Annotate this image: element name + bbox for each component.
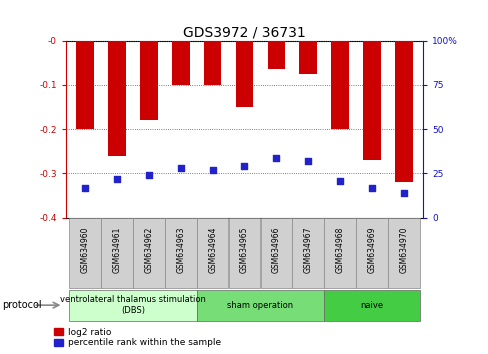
Point xyxy=(336,178,344,183)
Point xyxy=(399,190,407,196)
Text: GSM634968: GSM634968 xyxy=(335,226,344,273)
Bar xyxy=(267,41,285,69)
FancyBboxPatch shape xyxy=(69,290,196,321)
Point xyxy=(177,165,184,171)
FancyBboxPatch shape xyxy=(164,218,196,288)
FancyBboxPatch shape xyxy=(387,218,419,288)
Bar xyxy=(394,41,412,182)
FancyBboxPatch shape xyxy=(324,218,355,288)
FancyBboxPatch shape xyxy=(355,218,387,288)
FancyBboxPatch shape xyxy=(133,218,164,288)
Point xyxy=(113,176,121,182)
FancyBboxPatch shape xyxy=(196,290,324,321)
FancyBboxPatch shape xyxy=(324,290,419,321)
Text: GSM634962: GSM634962 xyxy=(144,226,153,273)
Bar xyxy=(140,41,157,120)
Text: GSM634970: GSM634970 xyxy=(399,226,407,273)
Bar xyxy=(299,41,316,74)
Text: GSM634961: GSM634961 xyxy=(112,226,121,273)
Text: GSM634960: GSM634960 xyxy=(81,226,89,273)
Title: GDS3972 / 36731: GDS3972 / 36731 xyxy=(183,25,305,40)
FancyBboxPatch shape xyxy=(69,218,101,288)
Point xyxy=(208,167,216,173)
Text: GSM634963: GSM634963 xyxy=(176,226,185,273)
Text: GSM634965: GSM634965 xyxy=(240,226,248,273)
Bar xyxy=(172,41,189,85)
Point xyxy=(272,155,280,160)
FancyBboxPatch shape xyxy=(101,218,133,288)
FancyBboxPatch shape xyxy=(228,218,260,288)
Point xyxy=(144,172,152,178)
Text: ventrolateral thalamus stimulation
(DBS): ventrolateral thalamus stimulation (DBS) xyxy=(60,296,205,315)
Text: protocol: protocol xyxy=(2,300,42,310)
Bar xyxy=(108,41,125,156)
Point xyxy=(81,185,89,190)
Text: GSM634966: GSM634966 xyxy=(271,226,280,273)
Bar xyxy=(235,41,253,107)
FancyBboxPatch shape xyxy=(260,218,291,288)
Bar xyxy=(76,41,94,129)
Text: GSM634964: GSM634964 xyxy=(208,226,217,273)
Text: sham operation: sham operation xyxy=(227,301,293,310)
Bar xyxy=(331,41,348,129)
FancyBboxPatch shape xyxy=(197,218,228,288)
Point xyxy=(367,185,375,190)
Bar xyxy=(363,41,380,160)
FancyBboxPatch shape xyxy=(292,218,324,288)
Bar xyxy=(203,41,221,85)
Legend: log2 ratio, percentile rank within the sample: log2 ratio, percentile rank within the s… xyxy=(53,327,222,348)
Text: GSM634969: GSM634969 xyxy=(367,226,376,273)
Point xyxy=(240,164,248,169)
Text: naive: naive xyxy=(360,301,383,310)
Point xyxy=(304,158,311,164)
Text: GSM634967: GSM634967 xyxy=(303,226,312,273)
